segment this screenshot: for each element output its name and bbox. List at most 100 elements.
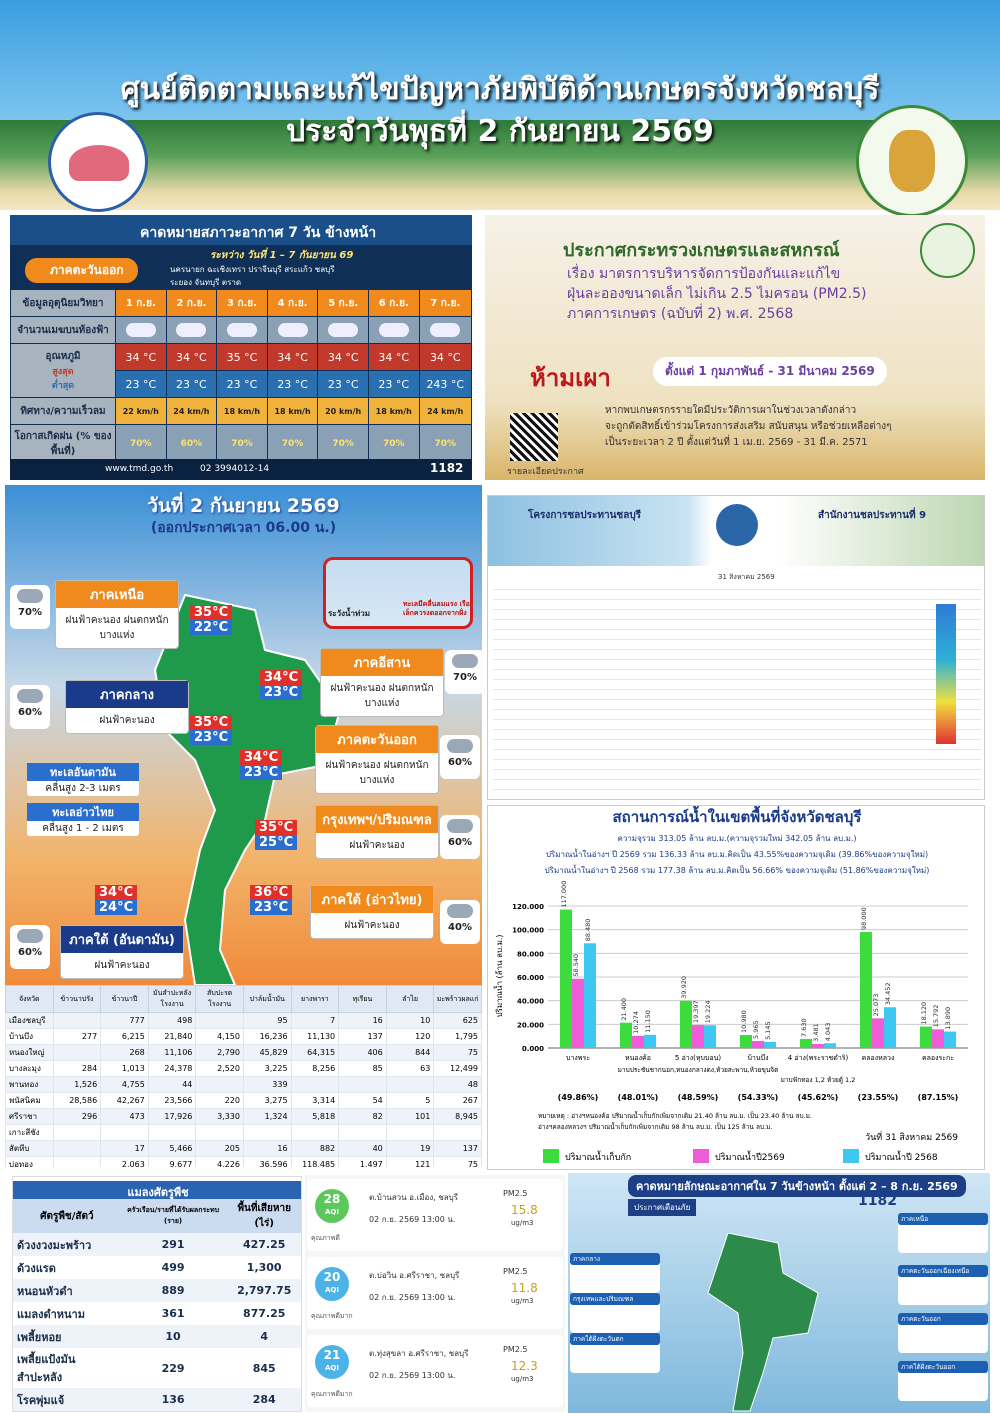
cell: 3,314 [290, 1092, 340, 1109]
ministry-logo [920, 223, 975, 278]
sea-box: ทะเลอ่าวไทย คลื่นสูง 1 - 2 เมตร [27, 803, 139, 836]
burn-ban: ห้ามเผา [530, 364, 611, 392]
sub-label: ต่ำสุด [51, 381, 75, 391]
district: เกาะสีชัง [5, 1124, 54, 1141]
cell [52, 1156, 102, 1167]
bar [692, 1025, 704, 1048]
cell: 55,965 [225, 1411, 302, 1412]
value-label: 5.145 [764, 1021, 772, 1040]
row: ทิศทาง/ความเร็วลม 22 km/h 24 km/h 18 km/h 18… [10, 397, 472, 425]
cell [338, 1124, 387, 1141]
region-condition: ฝนฟ้าคะนอง [344, 920, 400, 931]
temp-tag: 36°C 23°C [250, 885, 293, 915]
region-name: กรุงเทพฯ/ปริมณฑล [316, 806, 438, 833]
temp-min: 22°C [190, 620, 233, 635]
aqi-value: 21 [323, 1348, 341, 1362]
cell: 229 [161, 1361, 185, 1375]
station-time: 02 ก.ย. 2569 13:00 น. [369, 1293, 456, 1302]
cell: 75 [433, 1044, 482, 1061]
rain-cell: 60% [165, 424, 218, 464]
sea-waves: คลื่นสูง 1 - 2 เมตร [42, 823, 124, 834]
rain-chance: 60% [440, 735, 480, 779]
district: ศรีราชา [5, 1108, 54, 1125]
pest-name: หนอนหัวดำ [17, 1284, 73, 1298]
category-percent: (87.15%) [918, 1093, 959, 1102]
details-link[interactable]: รายละเอียดประกาศ [507, 467, 584, 477]
cell: 42,267 [100, 1092, 149, 1109]
cell: 136 [161, 1393, 185, 1406]
cell: 3,275 [242, 1092, 292, 1109]
cell: 499 [161, 1261, 185, 1274]
weekly-region: ภาคตะวันออกเฉียงเหนือ [898, 1265, 988, 1305]
temp-max: 35°C [190, 605, 233, 620]
cloud-cell [418, 316, 472, 344]
data-row: สัตหีบ 17 5,466 205 16 882 40 19 137 [5, 1140, 482, 1157]
y-tick-label: 60.000 [517, 974, 544, 982]
data-row: หนองใหญ่ 268 11,106 2,790 45,829 64,315 406 844… [5, 1044, 482, 1061]
chart-subtitle: ความจุรวม 313.05 ล้าน ลบ.ม.(ความจุรวมใหม… [617, 834, 856, 843]
temp-tag: 35°C 22°C [190, 605, 233, 635]
legend-swatch [543, 1149, 559, 1163]
dam-org: สำนักงานชลประทานที่ 9 [818, 510, 927, 521]
region-box: ภาคตะวันออก ฝนฟ้าคะนอง ฝนตกหนักบางแห่ง [315, 725, 439, 794]
station-location: ต.ทุ่งสุขลา อ.ศรีราชา, ชลบุรี [369, 1349, 469, 1358]
temp-cell: 23 °C [216, 370, 268, 398]
cell: 5 [385, 1092, 435, 1109]
cell: 4,755 [100, 1076, 149, 1093]
x-tick-label: บ้านบึง [747, 1053, 768, 1062]
temp-tag: 34°C 24°C [95, 885, 138, 915]
wind-cell: 22 km/h [115, 397, 167, 425]
bar [680, 1000, 692, 1048]
value-label: 98.000 [860, 907, 868, 930]
cell: 284 [52, 1060, 102, 1077]
rain-cell: 70% [317, 424, 369, 464]
cell: 10 [385, 1012, 435, 1029]
water-panel: สถานการณ์น้ำในเขตพื้นที่จังหวัดชลบุรี ควา… [487, 805, 985, 1170]
water-chart: สถานการณ์น้ำในเขตพื้นที่จังหวัดชลบุรีควา… [493, 806, 968, 1163]
temp-min: 23°C [250, 900, 293, 915]
header-landscape [0, 120, 1000, 210]
announce-line: เรื่อง มาตรการบริหารจัดการป้องกันและแก้ไ… [567, 266, 841, 282]
aqi-quality: คุณภาพดีมาก [311, 1312, 353, 1320]
value-label: 19.397 [692, 1000, 700, 1023]
bar [560, 909, 572, 1048]
value-label: 19.224 [704, 1001, 712, 1024]
rain-value: 60% [448, 837, 472, 848]
cell: 267 [433, 1092, 482, 1109]
value-label: 11.150 [644, 1010, 652, 1033]
aqi-card: 20 AQI คุณภาพดีมาก ต.บ่อวิน อ.ศรีราชา, ชลบุ… [307, 1257, 563, 1329]
cell: 205 [195, 1140, 244, 1157]
row: จำนวนเมฆบนท้องฟ้า [10, 316, 472, 344]
qr-code [510, 413, 558, 461]
cloud-cell [216, 316, 268, 344]
cell: 6,215 [100, 1028, 149, 1045]
district: หนองใหญ่ [5, 1044, 54, 1061]
cell: 8,945 [433, 1108, 482, 1125]
rain-icon [17, 689, 43, 703]
rain-icon [447, 819, 473, 833]
region-box: ภาคเหนือ ฝนฟ้าคะนอง ฝนตกหนักบางแห่ง [55, 580, 179, 649]
temp-cell: 23 °C [317, 370, 369, 398]
pest-title: แมลงศัตรูพืช [13, 1181, 301, 1203]
cell: 625 [433, 1012, 482, 1029]
category-percent: (23.55%) [858, 1093, 899, 1102]
bar [584, 943, 596, 1048]
y-tick-label: 100.000 [512, 927, 544, 935]
weekly-hotline: 1182 [858, 1193, 897, 1209]
cloud-cell [165, 316, 218, 344]
station-time: 02 ก.ย. 2569 13:00 น. [369, 1215, 456, 1224]
cell: 21,840 [147, 1028, 197, 1045]
cell: 24,378 [147, 1060, 197, 1077]
region-name: ภาคใต้ (อ่าวไทย) [311, 886, 433, 913]
cell: 85 [338, 1060, 387, 1077]
category-percent: (54.33%) [738, 1093, 779, 1102]
bar [860, 932, 872, 1048]
pm-label: PM2.5 [503, 1267, 528, 1276]
ban-period: ตั้งแต่ 1 กุมภาพันธ์ - 31 มีนาคม 2569 [653, 357, 887, 386]
cloud-icon [328, 323, 359, 337]
row-label: อุณหภูมิ สูงสุด ต่ำสุด [10, 343, 116, 398]
cell: 16,236 [242, 1028, 292, 1045]
wind-cell: 20 km/h [317, 397, 369, 425]
row: ข้อมูลอุตุนิยมวิทยา 1 ก.ย. 2 ก.ย. 3 ก.ย. 4 ก… [10, 289, 472, 317]
region-box: ภาคอีสาน ฝนฟ้าคะนอง ฝนตกหนักบางแห่ง [320, 648, 444, 717]
